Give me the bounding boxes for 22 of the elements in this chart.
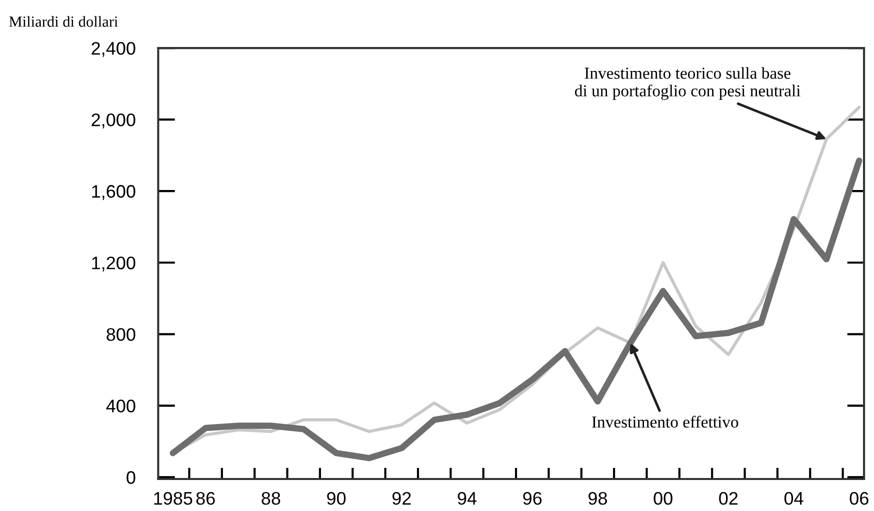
y-tick-label: 2,000 xyxy=(92,114,136,128)
x-tick-label: 96 xyxy=(523,492,542,505)
x-tick-label: 98 xyxy=(588,492,607,505)
y-axis-title: Miliardi di dollari xyxy=(9,16,118,27)
annotation: Investimento teorico sulla base di un portafoglio con pesi neutrali xyxy=(575,67,800,100)
x-tick-label: 00 xyxy=(654,492,672,505)
annotation: Investimento effettivo xyxy=(592,416,738,428)
y-tick-label: 1,200 xyxy=(92,256,136,272)
x-tick-label: 04 xyxy=(784,492,804,505)
x-tick-label: 06 xyxy=(850,492,868,505)
x-tick-label: 86 xyxy=(196,492,215,505)
x-tick-label: 1985 xyxy=(154,492,192,505)
y-tick-label: 2,400 xyxy=(92,42,136,57)
x-tick-label: 94 xyxy=(458,492,477,505)
x-tick-label: 90 xyxy=(327,492,346,505)
x-tick-label: 88 xyxy=(262,492,280,505)
x-tick-label: 02 xyxy=(719,492,738,505)
y-tick-label: 0 xyxy=(126,471,136,484)
y-tick-label: 1,600 xyxy=(92,185,136,200)
y-tick-label: 800 xyxy=(106,328,136,341)
y-tick-label: 400 xyxy=(106,400,136,412)
x-tick-label: 92 xyxy=(392,492,411,505)
